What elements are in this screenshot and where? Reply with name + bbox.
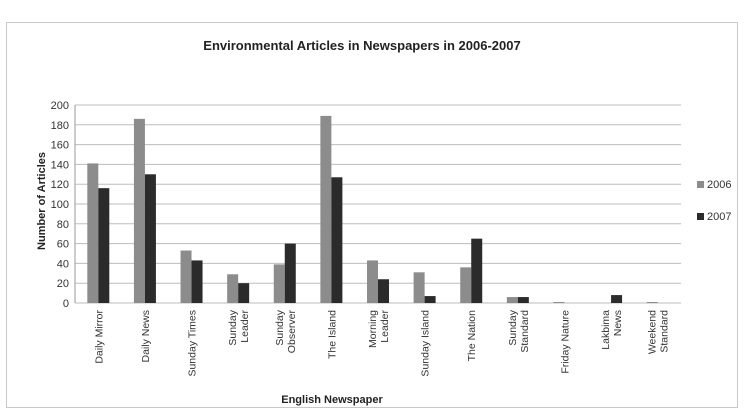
bar-2006 (413, 272, 425, 303)
y-tick-label: 60 (57, 239, 69, 251)
x-tick-label-line: Lakbima (600, 310, 612, 350)
x-tick-label: Morning Leader (367, 310, 391, 348)
bar-2007 (331, 177, 343, 303)
x-tick-label-line: Weekend (647, 310, 659, 354)
x-tick-label-line: Daily News (140, 310, 152, 363)
y-tick-label: 0 (63, 298, 69, 310)
bar-2006 (506, 297, 518, 303)
x-tick-label-line: The Island (326, 310, 338, 359)
x-tick-label: Weekend Standard (647, 310, 671, 354)
bar-2007 (144, 174, 156, 303)
bar-2007 (98, 188, 110, 303)
bar-2007 (378, 279, 389, 303)
legend: 2006 2007 (697, 179, 731, 223)
x-tick-label-line: Friday Nature (559, 310, 571, 374)
x-tick-label: Daily Mirror (93, 310, 105, 364)
bar-2007 (284, 243, 296, 303)
x-tick-label-line: Daily Mirror (93, 310, 105, 364)
bar-2007 (517, 297, 529, 303)
y-tick-label: 40 (57, 258, 69, 270)
y-tick-label: 160 (51, 140, 69, 152)
x-tick-label: Lakbima News (600, 310, 624, 350)
chart-title: Environmental Articles in Newspapers in … (203, 38, 520, 53)
x-tick-label-line: Sunday (227, 309, 239, 345)
x-tick-label-line: Sunday (274, 309, 286, 345)
x-tick-label: The Island (326, 310, 338, 359)
x-tick-label-line: Observer (286, 310, 298, 354)
bar-2007 (471, 238, 483, 303)
x-tick-label: Daily News (140, 310, 152, 363)
bar-2006 (87, 163, 99, 303)
bar-2007 (611, 295, 623, 303)
y-tick-label: 180 (51, 120, 69, 132)
x-tick-label-line: Sunday (507, 309, 519, 345)
bar-2006 (180, 250, 192, 303)
x-tick-label-line: News (612, 310, 624, 336)
x-tick-label-line: The Nation (466, 310, 478, 362)
bar-2007 (191, 260, 203, 303)
bar-2006 (320, 115, 332, 303)
bars (87, 115, 658, 303)
y-tick-label: 100 (51, 199, 69, 211)
y-tick-label: 200 (51, 100, 69, 112)
x-tick-label: Sunday Standard (507, 309, 531, 352)
bar-2007 (424, 296, 436, 303)
gridlines (74, 104, 681, 304)
x-tick-label: Sunday Island (420, 310, 432, 377)
bar-2006 (460, 267, 472, 303)
legend-label: 2006 (707, 179, 731, 191)
y-tick-labels: 0 20 40 60 80 100 120 140 160 180 200 (51, 100, 69, 310)
x-axis-label: English Newspaper (281, 394, 383, 406)
y-tick-label: 80 (57, 219, 69, 231)
chart-frame: Environmental Articles in Newspapers in … (6, 22, 738, 408)
x-tick-label-line: Standard (519, 310, 531, 353)
y-tick-label: 20 (57, 278, 69, 290)
x-tick-labels: Daily Mirror Daily News Sunday Times Sunday… (93, 309, 670, 376)
y-tick-label: 120 (51, 179, 69, 191)
bar-2006 (367, 260, 378, 303)
x-tick-label: Sunday Leader (227, 309, 251, 345)
y-tick-label: 140 (51, 159, 69, 171)
x-tick-label-line: Leader (379, 310, 391, 343)
x-tick-label-line: Sunday Times (187, 310, 199, 377)
x-tick-label: Sunday Times (187, 310, 199, 377)
x-tick-label-line: Leader (239, 310, 251, 343)
x-tick-label-line: Morning (367, 310, 379, 348)
x-tick-label: The Nation (466, 310, 478, 362)
legend-label: 2007 (707, 211, 731, 223)
bar-2006 (227, 274, 239, 303)
bar-2006 (133, 118, 145, 303)
x-tick-label-line: Standard (659, 310, 671, 353)
legend-swatch (697, 181, 704, 188)
y-axis-label: Number of Articles (36, 152, 48, 250)
bar-chart: Environmental Articles in Newspapers in … (36, 38, 731, 406)
legend-swatch (697, 213, 704, 220)
bar-2006 (646, 302, 658, 303)
bar-2006 (273, 264, 285, 303)
bar-2007 (238, 283, 250, 303)
bar-2006 (553, 302, 565, 303)
x-tick-label: Sunday Observer (274, 309, 298, 353)
x-tick-label-line: Sunday Island (420, 310, 432, 377)
x-tick-label: Friday Nature (559, 310, 571, 374)
